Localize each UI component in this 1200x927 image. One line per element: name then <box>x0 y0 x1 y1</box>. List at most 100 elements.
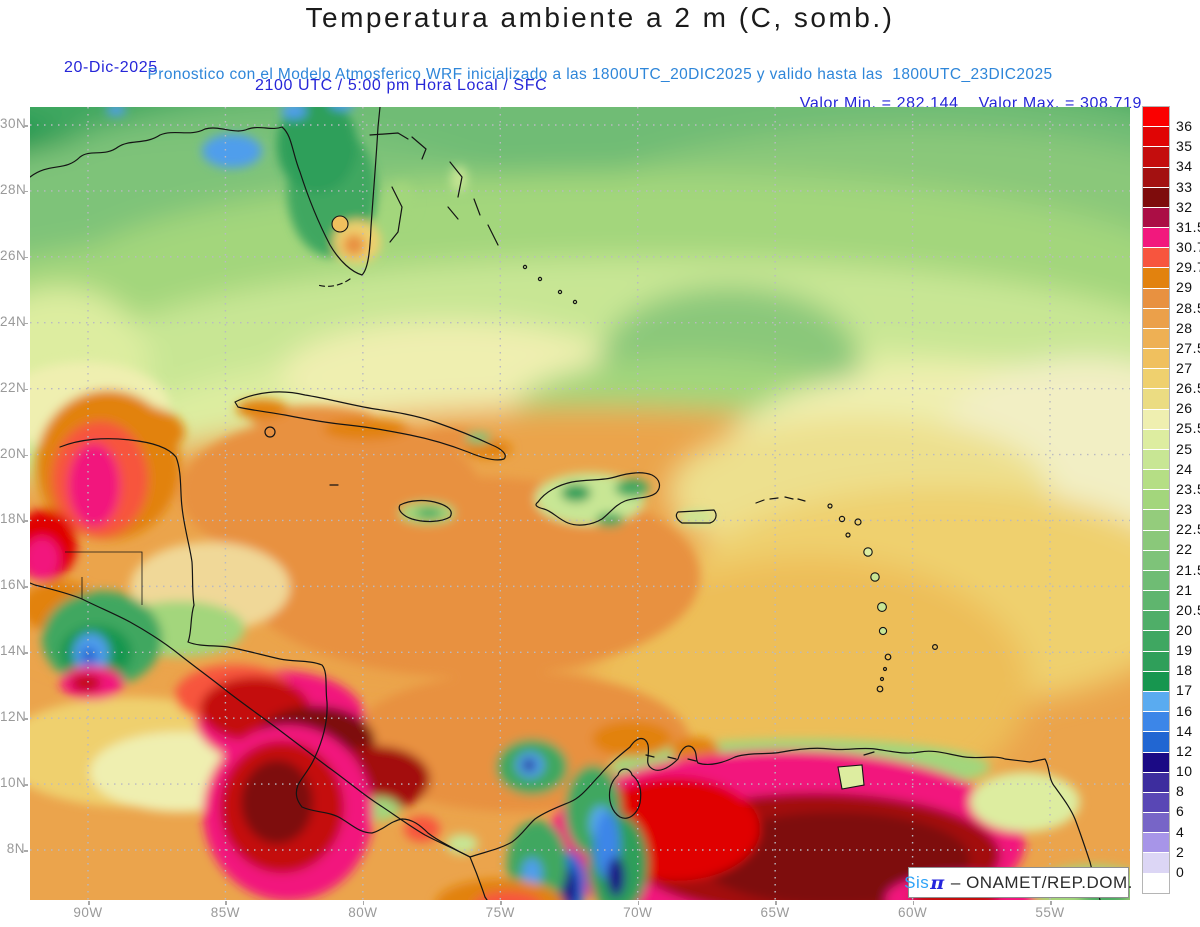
colorbar-label-28.5: 28.5 <box>1176 299 1200 316</box>
lat-label-18N: 18N <box>0 511 27 527</box>
lon-label-60W: 60W <box>897 905 928 920</box>
colorbar-cell-35 <box>1143 813 1169 834</box>
lon-tick <box>500 901 502 905</box>
lake-maracaibo <box>608 768 642 819</box>
colorbar-cell-31 <box>1143 732 1169 753</box>
sispi-logo-sis: Sis <box>904 872 930 892</box>
colorbar-cell-38 <box>1143 873 1169 893</box>
lat-label-10N: 10N <box>0 775 27 791</box>
colorbar-cell-24 <box>1143 591 1169 612</box>
header-line-2: 20-Dic-2025 2100 UTC / 5:00 pm Hora Loca… <box>0 41 1200 112</box>
colorbar-cell-6 <box>1143 228 1169 249</box>
coastlines <box>30 107 1101 900</box>
colorbar-label-2: 2 <box>1176 843 1185 860</box>
colorbar-label-29.7: 29.7 <box>1176 259 1200 276</box>
colorbar-label-23: 23 <box>1176 501 1193 518</box>
colorbar-label-26.5: 26.5 <box>1176 380 1200 397</box>
lon-tick <box>225 901 227 905</box>
colorbar-cell-2 <box>1143 147 1169 168</box>
temperature-field-detail <box>30 107 1130 900</box>
model-init-line: Pronostico con el Modelo Atmosferico WRF… <box>147 66 1053 83</box>
lake-okeechobee <box>331 215 349 233</box>
isle-of-youth <box>264 426 276 438</box>
colorbar-label-35: 35 <box>1176 138 1193 155</box>
guatemala-borders <box>65 551 143 605</box>
colorbar-cell-23 <box>1143 570 1169 592</box>
gulf-coast-florida <box>30 107 381 276</box>
colorbar-label-20: 20 <box>1176 622 1193 638</box>
colorbar-label-18: 18 <box>1176 662 1193 679</box>
lat-label-24N: 24N <box>0 313 27 329</box>
colorbar-label-34: 34 <box>1176 158 1193 175</box>
colorbar-cell-14 <box>1143 389 1169 410</box>
colorbar-label-27.5: 27.5 <box>1176 339 1200 356</box>
colorbar-cell-1 <box>1143 127 1169 148</box>
colorbar-label-24: 24 <box>1176 460 1193 477</box>
colorbar-cell-21 <box>1143 530 1169 551</box>
colorbar-cell-8 <box>1143 268 1169 289</box>
lon-tick <box>88 901 90 905</box>
lon-tick <box>775 901 777 905</box>
lat-tick <box>24 652 28 654</box>
sispi-logo-pi-icon: π <box>930 871 945 894</box>
colorbar <box>1143 107 1169 893</box>
lat-tick <box>24 454 28 457</box>
colorbar-cell-12 <box>1143 349 1169 370</box>
page-title: Temperatura ambiente a 2 m (C, somb.) <box>305 2 895 33</box>
lat-label-30N: 30N <box>0 116 27 131</box>
colorbar-label-10: 10 <box>1176 763 1193 780</box>
bahamas <box>369 132 578 305</box>
pacific-coast <box>30 582 471 858</box>
colorbar-cell-20 <box>1143 510 1169 531</box>
colorbar-cell-36 <box>1143 833 1169 854</box>
lat-tick <box>24 322 28 325</box>
colorbar-label-21.5: 21.5 <box>1176 561 1200 578</box>
lon-label-70W: 70W <box>623 905 653 920</box>
grid-layer <box>30 107 1130 900</box>
jamaica <box>398 499 452 523</box>
colorbar-cell-17 <box>1143 449 1169 471</box>
colorbar-cell-26 <box>1143 631 1169 652</box>
colorbar-label-27: 27 <box>1176 360 1193 376</box>
colorbar-cell-9 <box>1143 288 1169 309</box>
colorbar-label-23.5: 23.5 <box>1176 480 1200 497</box>
colorbar-cell-33 <box>1143 772 1169 793</box>
lat-label-12N: 12N <box>0 709 27 725</box>
colorbar-cell-7 <box>1143 248 1169 269</box>
cuba <box>234 391 506 461</box>
lon-tick <box>362 901 365 905</box>
lat-tick <box>24 718 28 720</box>
colorbar-cell-32 <box>1143 752 1169 773</box>
colorbar-label-25.5: 25.5 <box>1176 420 1200 437</box>
credit-box: Sis π – ONAMET/REP.DOM. <box>904 867 1132 898</box>
colorbar-label-16: 16 <box>1176 702 1193 719</box>
colorbar-label-6: 6 <box>1176 803 1185 820</box>
lat-tick <box>24 190 28 193</box>
colorbar-cell-25 <box>1143 611 1169 632</box>
lat-label-26N: 26N <box>0 247 27 263</box>
colorbar-label-29: 29 <box>1176 279 1193 296</box>
hispaniola <box>535 472 661 526</box>
colorbar-cell-34 <box>1143 792 1169 814</box>
colorbar-label-14: 14 <box>1176 722 1193 739</box>
lon-label-90W: 90W <box>73 905 103 920</box>
colorbar-label-26: 26 <box>1176 400 1193 417</box>
colorbar-cell-18 <box>1143 470 1169 491</box>
lat-label-28N: 28N <box>0 181 27 197</box>
colorbar-cell-37 <box>1143 853 1169 874</box>
lat-tick <box>24 586 28 588</box>
colorbar-label-8: 8 <box>1176 783 1185 800</box>
lon-label-65W: 65W <box>760 905 790 920</box>
colorbar-cell-3 <box>1143 167 1169 188</box>
colorbar-cell-29 <box>1143 691 1169 713</box>
colorbar-cell-0 <box>1143 107 1169 128</box>
lon-label-75W: 75W <box>485 905 515 920</box>
colorbar-label-36: 36 <box>1176 118 1193 135</box>
colorbar-label-30.7: 30.7 <box>1176 239 1200 256</box>
colorbar-label-21: 21 <box>1176 581 1193 598</box>
colorbar-labels: 363534333231.530.729.72928.52827.52726.5… <box>1176 107 1200 900</box>
colorbar-label-28: 28 <box>1176 319 1193 336</box>
lat-label-22N: 22N <box>0 379 27 395</box>
colorbar-label-17: 17 <box>1176 682 1193 699</box>
